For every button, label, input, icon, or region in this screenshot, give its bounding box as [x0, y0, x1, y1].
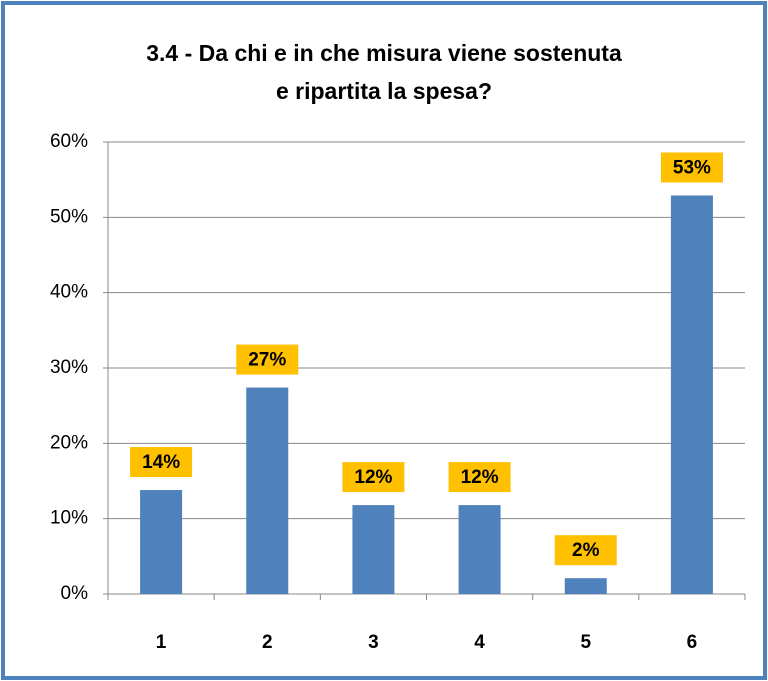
y-tick-label: 10%	[50, 508, 88, 529]
data-label: 14%	[142, 452, 180, 473]
x-tick-label: 5	[580, 632, 591, 653]
bar	[670, 195, 713, 594]
data-label-box	[554, 535, 617, 566]
data-label-box	[660, 152, 723, 183]
chart-title: e ripartita la spesa?	[276, 78, 492, 104]
y-tick-label: 0%	[61, 583, 89, 604]
chart-title: 3.4 - Da chi e in che misura viene soste…	[146, 40, 622, 66]
y-tick-label: 40%	[50, 282, 88, 303]
bar	[352, 505, 395, 594]
bar	[246, 387, 289, 594]
x-tick-label: 2	[262, 632, 273, 653]
x-tick-label: 1	[156, 632, 167, 653]
data-label: 12%	[461, 467, 499, 488]
data-label: 2%	[572, 540, 600, 561]
data-label-box	[130, 447, 193, 478]
data-label-box	[342, 462, 405, 493]
y-tick-label: 50%	[50, 206, 88, 227]
y-tick-label: 60%	[50, 131, 88, 152]
data-label-box	[448, 462, 511, 493]
bar	[458, 505, 501, 594]
x-tick-label: 6	[687, 632, 698, 653]
bar	[564, 578, 607, 594]
x-tick-label: 3	[368, 632, 379, 653]
data-label-box	[236, 344, 299, 375]
bar	[140, 490, 183, 594]
y-tick-label: 30%	[50, 357, 88, 378]
data-label: 53%	[673, 158, 711, 179]
data-label: 27%	[248, 350, 286, 371]
y-tick-label: 20%	[50, 432, 88, 453]
x-tick-label: 4	[474, 632, 485, 653]
data-label: 12%	[354, 467, 392, 488]
